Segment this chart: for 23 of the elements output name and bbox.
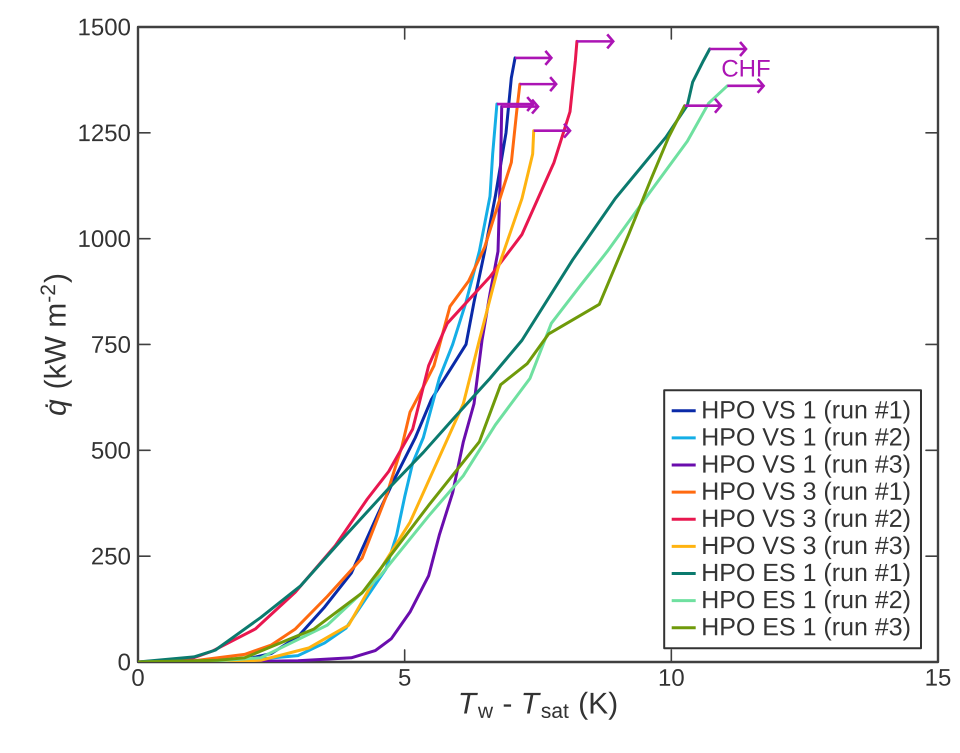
y-tick-label: 750 <box>92 336 130 353</box>
y-tick-label: 1000 <box>79 230 130 248</box>
y-tick-label: 1250 <box>79 124 130 142</box>
legend-label: HPO ES 1 (run #1) <box>703 562 910 586</box>
y-tick-label: 0 <box>118 653 130 670</box>
x-tick-label: 15 <box>926 669 950 686</box>
x-tick-label: 5 <box>398 669 410 686</box>
legend-label: HPO VS 1 (run #1) <box>703 400 910 424</box>
x-tick-label: 0 <box>132 669 144 686</box>
y-tick-label: 250 <box>92 548 130 565</box>
legend-label: HPO VS 1 (run #2) <box>703 427 910 451</box>
x-axis-title: T$_{w}$ - T$_{sat}$ (K) <box>460 692 616 720</box>
annotation: CHF <box>722 60 770 77</box>
legend-label: HPO VS 3 (run #3) <box>703 536 910 560</box>
legend-label: HPO ES 1 (run #2) <box>703 590 910 614</box>
legend-label: HPO VS 3 (run #1) <box>703 482 910 505</box>
y-tick-label: 500 <box>92 442 130 459</box>
legend-label: HPO ES 1 (run #3) <box>703 617 910 640</box>
x-tick-label: 10 <box>660 669 684 686</box>
legend-label: HPO VS 1 (run #3) <box>703 454 910 478</box>
y-axis-title: q̇ (kW m$^{-2}$) <box>40 274 72 415</box>
legend-label: HPO VS 3 (run #2) <box>703 508 910 532</box>
y-tick-label: 1500 <box>79 18 130 36</box>
